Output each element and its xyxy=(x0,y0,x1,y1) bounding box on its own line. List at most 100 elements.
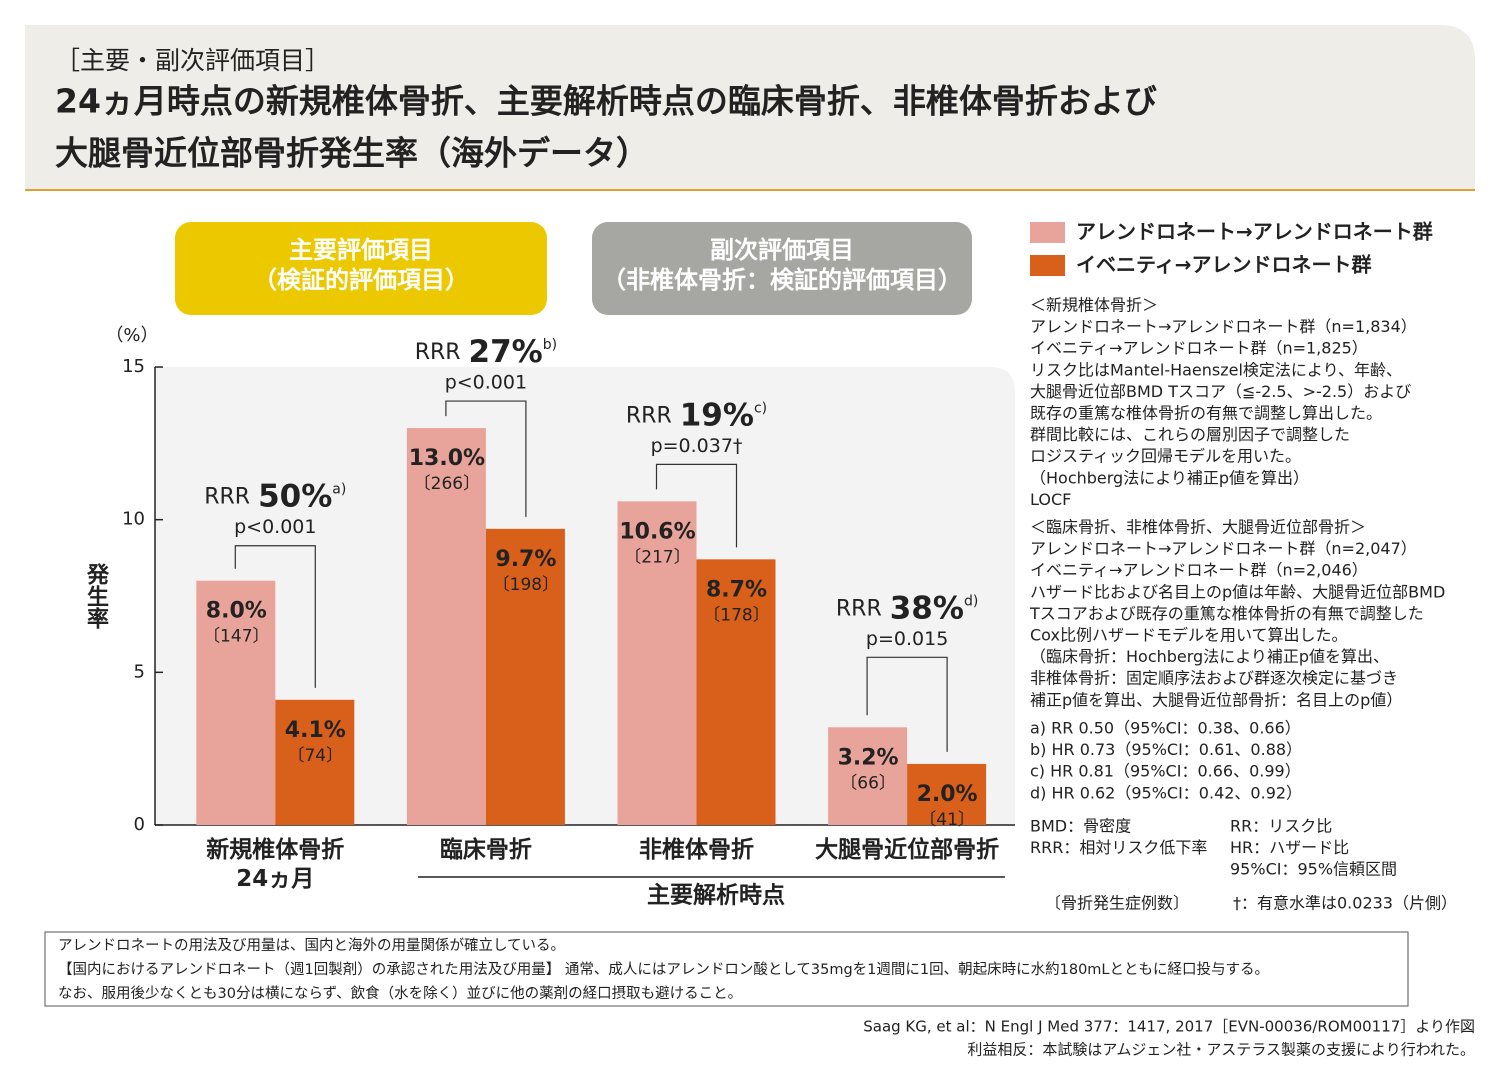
x-tick-label: 大腿骨近位部骨折 xyxy=(815,837,1000,863)
note-line: 大腿骨近位部BMD Tスコア（≦-2.5、>-2.5）および xyxy=(1030,382,1411,401)
panel-box xyxy=(175,222,547,315)
rrr-label: RRR 27%b) xyxy=(415,334,557,370)
bracket xyxy=(445,400,527,517)
rrr-prefix: RRR xyxy=(204,485,250,510)
rrr-label: RRR 19%c) xyxy=(626,397,767,433)
case-label: 〔266〕 xyxy=(414,474,480,494)
footer-line: アレンドロネートの用法及び用量は、国内と海外の用量関係が確立している。 xyxy=(58,937,565,954)
source-line: Saag KG, et al：N Engl J Med 377：1417, 20… xyxy=(863,1018,1475,1036)
note-line: Cox比例ハザードモデルを用いて算出した。 xyxy=(1030,626,1347,645)
bar xyxy=(275,699,355,825)
y-tick-label: 15 xyxy=(122,356,145,377)
y-tick-label: 10 xyxy=(122,509,145,530)
note-line: （臨床骨折：Hochberg法により補正p値を算出、 xyxy=(1030,647,1389,666)
note-line: 群間比較には、これらの層別因子で調整した xyxy=(1030,425,1350,444)
bar xyxy=(617,501,697,825)
bracket xyxy=(866,656,948,752)
x-tick-label: 臨床骨折 xyxy=(439,837,532,863)
abbreviation: RRR：相対リスク低下率 xyxy=(1030,838,1207,857)
case-label: 〔41〕 xyxy=(919,810,975,830)
p-value: p<0.001 xyxy=(445,372,527,394)
source-line: 利益相反：本試験はアムジェン社・アステラス製薬の支援により行われた。 xyxy=(967,1041,1475,1059)
rrr-prefix: RRR xyxy=(415,340,461,365)
legend-note: †：有意水準は0.0233（片側） xyxy=(1233,894,1457,913)
rrr-note: c) xyxy=(754,400,767,416)
bracket xyxy=(234,545,316,688)
note-line: ＜臨床骨折、非椎体骨折、大腿骨近位部骨折＞ xyxy=(1030,518,1366,537)
note-line: イベニティ→アレンドロネート群（n=1,825） xyxy=(1030,339,1368,358)
legend-note: 〔骨折発生症例数〕 xyxy=(1045,894,1189,913)
title-line: 24ヵ月時点の新規椎体骨折、主要解析時点の臨床骨折、非椎体骨折および xyxy=(55,82,1157,121)
legend-swatch xyxy=(1030,255,1065,276)
note-line: a) RR 0.50（95%CI：0.38、0.66） xyxy=(1030,719,1301,738)
x-tick-label: 非椎体骨折 xyxy=(639,837,754,863)
header-tag: ［主要・副次評価項目］ xyxy=(55,46,330,75)
panel-label: 主要評価項目 （検証的評価項目） xyxy=(253,236,469,294)
y-axis-label: 発生率 xyxy=(83,563,110,629)
legend-swatch xyxy=(1030,222,1065,243)
panel-box xyxy=(592,222,972,315)
panel-label: 副次評価項目 （非椎体骨折：検証的評価項目） xyxy=(602,236,962,294)
legend-label: イベニティ→アレンドロネート群 xyxy=(1076,253,1372,277)
value-label: 4.1% xyxy=(285,718,346,743)
rrr-value: 50% xyxy=(258,478,332,514)
note-line: Tスコアおよび既存の重篤な椎体骨折の有無で調整した xyxy=(1029,604,1424,623)
note-line: アレンドロネート→アレンドロネート群（n=1,834） xyxy=(1030,317,1417,336)
note-line: 既存の重篤な椎体骨折の有無で調整し算出した。 xyxy=(1030,404,1382,423)
note-line: 補正p値を算出、大腿骨近位部骨折：名目上のp値） xyxy=(1030,690,1402,709)
note-line: LOCF xyxy=(1030,490,1071,509)
case-label: 〔147〕 xyxy=(203,627,269,647)
rrr-note: d) xyxy=(964,593,978,609)
rrr-prefix: RRR xyxy=(836,596,882,621)
category-group-label: 主要解析時点 xyxy=(647,882,785,909)
abbreviation: BMD：骨密度 xyxy=(1030,817,1131,836)
note-line: b) HR 0.73（95%CI：0.61、0.88） xyxy=(1030,740,1302,759)
note-line: c) HR 0.81（95%CI：0.66、0.99） xyxy=(1030,762,1301,781)
note-line: ロジスティック回帰モデルを用いた。 xyxy=(1030,447,1301,466)
x-tick-label: 新規椎体骨折 24ヵ月 xyxy=(206,837,345,892)
note-line: （Hochberg法により補正p値を算出） xyxy=(1030,468,1309,487)
value-label: 10.6% xyxy=(619,519,695,544)
rrr-note: a) xyxy=(332,482,346,498)
header-bg xyxy=(25,25,1475,190)
rrr-label: RRR 38%d) xyxy=(836,590,978,626)
title-line: 大腿骨近位部骨折発生率（海外データ） xyxy=(55,134,649,173)
case-label: 〔74〕 xyxy=(287,746,343,766)
bar xyxy=(485,528,565,825)
p-value: p=0.015 xyxy=(866,628,948,650)
note-line: リスク比はMantel-Haenszel検定法により、年齢、 xyxy=(1030,360,1402,379)
footer-line: なお、服用後少なくとも30分は横にならず、飲食（水を除く）並びに他の薬剤の経口摂… xyxy=(58,985,742,1002)
bar xyxy=(828,727,908,825)
value-label: 8.7% xyxy=(706,577,767,602)
abbreviation: HR：ハザード比 xyxy=(1230,838,1349,857)
legend-label: アレンドロネート→アレンドロネート群 xyxy=(1076,220,1433,244)
bar xyxy=(696,559,776,825)
rrr-value: 19% xyxy=(680,397,754,433)
case-label: 〔217〕 xyxy=(624,547,690,567)
plot-bg xyxy=(155,367,1015,825)
footer-box xyxy=(44,931,1409,1007)
value-label: 8.0% xyxy=(206,599,267,624)
footer-line: 【国内におけるアレンドロネート（週1回製剤）の承認された用法及び用量】 通常、成… xyxy=(58,961,1269,978)
bar xyxy=(406,428,486,825)
case-label: 〔178〕 xyxy=(703,605,769,625)
case-label: 〔198〕 xyxy=(493,575,559,595)
y-tick-label: 5 xyxy=(134,661,145,682)
y-tick-label: 0 xyxy=(134,814,145,835)
bar xyxy=(907,763,987,825)
rrr-note: b) xyxy=(543,337,557,353)
value-label: 13.0% xyxy=(409,446,485,471)
rrr-label: RRR 50%a) xyxy=(204,478,346,514)
y-unit: （%） xyxy=(105,325,158,346)
value-label: 2.0% xyxy=(917,782,978,807)
bracket xyxy=(655,463,738,548)
case-label: 〔66〕 xyxy=(840,773,896,793)
abbreviation: RR：リスク比 xyxy=(1230,817,1332,836)
bar xyxy=(196,580,276,825)
note-line: ＜新規椎体骨折＞ xyxy=(1030,296,1158,315)
note-line: d) HR 0.62（95%CI：0.42、0.92） xyxy=(1030,783,1302,802)
value-label: 3.2% xyxy=(838,745,899,770)
note-line: イベニティ→アレンドロネート群（n=2,046） xyxy=(1030,561,1368,580)
